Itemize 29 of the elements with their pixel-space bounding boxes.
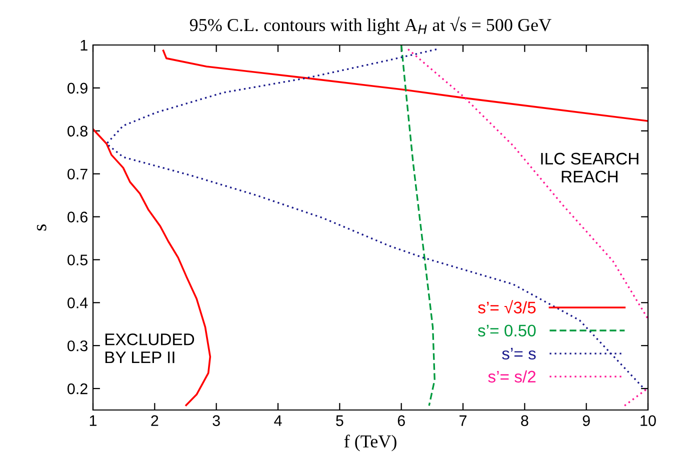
x-tick-label: 8 bbox=[521, 415, 528, 426]
y-tick-label: 0.5 bbox=[68, 254, 88, 266]
y-tick-label: 0.8 bbox=[68, 126, 88, 137]
x-tick-label: 7 bbox=[460, 415, 466, 426]
x-axis-title: f (TeV) bbox=[344, 434, 396, 452]
y-tick-label: 0.7 bbox=[68, 168, 88, 180]
legend-label: s’= 0.50 bbox=[478, 324, 536, 337]
x-tick-label: 10 bbox=[640, 415, 656, 426]
y-tick-label: 0.2 bbox=[68, 383, 88, 394]
x-tick-label: 6 bbox=[398, 415, 405, 426]
line-series bbox=[400, 45, 436, 407]
legend-label: s’= √3/5 bbox=[478, 300, 536, 314]
legend-label: s’= s bbox=[502, 348, 536, 360]
y-tick-label: 0.6 bbox=[68, 212, 88, 222]
x-tick-label: 4 bbox=[274, 415, 282, 426]
y-tick-label: 1 bbox=[80, 40, 88, 51]
x-tick-label: 5 bbox=[336, 415, 344, 426]
annotation: ILC SEARCH REACH bbox=[541, 152, 638, 183]
y-axis-title: s bbox=[36, 224, 46, 230]
y-tick-label: 0.9 bbox=[68, 82, 88, 94]
x-tick-label: 2 bbox=[151, 415, 158, 426]
annotation: EXCLUDED BY LEP II bbox=[105, 333, 194, 364]
y-tick-label: 0.3 bbox=[68, 340, 88, 352]
x-tick-label: 1 bbox=[90, 415, 97, 426]
y-tick-label: 0.4 bbox=[68, 298, 88, 308]
chart-title: 95% C.L. contours with light A$_{H}$ at √s = 500 GeV bbox=[190, 16, 552, 35]
x-tick-label: 3 bbox=[212, 415, 220, 426]
x-tick-label: 9 bbox=[582, 415, 590, 426]
legend-label: s’= s/2 bbox=[488, 370, 536, 383]
